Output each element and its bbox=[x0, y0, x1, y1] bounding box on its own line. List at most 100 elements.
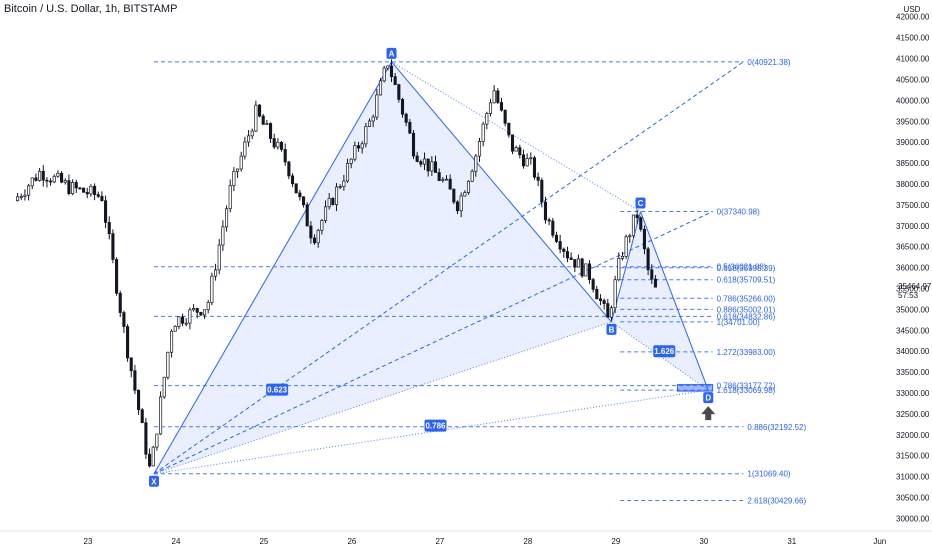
candle-body bbox=[433, 161, 438, 173]
price-tick: 41500.00 bbox=[896, 34, 930, 43]
candle-body bbox=[192, 308, 196, 311]
candle-body bbox=[159, 396, 163, 435]
candle-body bbox=[448, 178, 452, 190]
point-badge-x[interactable] bbox=[148, 475, 159, 487]
fib-label-5: 0.786(35266.00) bbox=[717, 294, 776, 303]
candle-body bbox=[532, 157, 537, 178]
fib-label-11: 1.618(33069.98) bbox=[717, 386, 776, 395]
ratio-badge-1[interactable] bbox=[424, 419, 447, 432]
projection-ray-2 bbox=[153, 211, 713, 475]
point-badge-b[interactable] bbox=[606, 323, 617, 335]
candle-body bbox=[155, 433, 159, 448]
candle-body bbox=[444, 178, 449, 181]
candle-body bbox=[170, 330, 174, 353]
fib-label-10: 0.786(33177.72) bbox=[717, 382, 776, 391]
candle-body bbox=[151, 446, 155, 467]
last-price-label: 35464.97 bbox=[898, 282, 932, 291]
candle-body bbox=[554, 234, 559, 242]
price-tick: 36000.00 bbox=[896, 264, 930, 273]
price-tick: 36500.00 bbox=[896, 243, 930, 252]
candle-body bbox=[609, 307, 614, 318]
candle-body bbox=[430, 161, 434, 172]
arrow-up-icon bbox=[701, 406, 716, 421]
time-axis[interactable]: 23 24 25 26 27 28 29 30 31 Jun bbox=[0, 530, 932, 546]
candle-body bbox=[466, 180, 471, 193]
price-tick: 35000.00 bbox=[896, 305, 930, 314]
candle-body bbox=[415, 155, 419, 162]
candle-body bbox=[221, 226, 225, 246]
candle-body bbox=[126, 326, 130, 359]
price-axis-bg bbox=[893, 0, 932, 550]
fib-label-2: 0.5(36021.08) bbox=[717, 263, 767, 272]
candle-body bbox=[327, 198, 331, 208]
candle-body bbox=[459, 195, 463, 212]
pattern-leg-xa[interactable] bbox=[153, 61, 392, 475]
candle-body bbox=[558, 241, 562, 250]
candle-body bbox=[551, 220, 555, 236]
candle-body bbox=[210, 275, 214, 303]
candle-body bbox=[525, 158, 529, 167]
price-tick: 39500.00 bbox=[896, 117, 930, 126]
pattern-bcd-fill bbox=[611, 211, 709, 391]
candle-body bbox=[639, 217, 643, 230]
candle-body bbox=[650, 269, 654, 280]
candle-body bbox=[122, 312, 126, 327]
candle-body bbox=[587, 263, 592, 280]
fib-label-13: 1(31069.40) bbox=[747, 470, 790, 479]
pattern-leg-ab[interactable] bbox=[391, 61, 612, 323]
ratio-badge-2[interactable] bbox=[653, 345, 676, 358]
candle-body bbox=[199, 311, 203, 316]
candle-body bbox=[422, 158, 427, 165]
candle-body bbox=[598, 298, 603, 301]
harmonic-pattern-layer[interactable] bbox=[153, 61, 744, 475]
candle-body bbox=[45, 179, 49, 182]
candle-body bbox=[85, 191, 89, 195]
point-badge-a[interactable] bbox=[386, 47, 397, 59]
pattern-leg-cd[interactable] bbox=[640, 211, 709, 391]
candle-body bbox=[133, 370, 137, 391]
candle-body bbox=[261, 115, 265, 125]
candle-body bbox=[565, 251, 570, 259]
time-tick-29: 29 bbox=[611, 537, 620, 546]
price-tick: 32500.00 bbox=[896, 410, 930, 419]
candle-body bbox=[411, 132, 416, 157]
candle-body bbox=[279, 141, 284, 150]
candle-body bbox=[107, 222, 111, 235]
price-tick: 31500.00 bbox=[896, 452, 930, 461]
time-tick-24: 24 bbox=[172, 537, 181, 546]
candle-body bbox=[294, 183, 298, 194]
candle-body bbox=[265, 123, 269, 125]
point-badge-d[interactable] bbox=[703, 392, 714, 404]
candle-body bbox=[441, 179, 445, 181]
candle-body bbox=[67, 180, 71, 194]
candle-body bbox=[375, 94, 379, 118]
candle-body bbox=[356, 145, 361, 149]
candle-body bbox=[214, 269, 218, 277]
time-tick-23: 23 bbox=[84, 537, 93, 546]
candle-body bbox=[389, 65, 394, 77]
candle-body bbox=[584, 263, 588, 277]
pattern-diagonal-ac bbox=[391, 61, 641, 212]
price-tick: 30000.00 bbox=[896, 514, 930, 523]
price-tick: 30500.00 bbox=[896, 494, 930, 503]
ratio-label-1: 0.786 bbox=[425, 422, 446, 431]
candle-body bbox=[386, 65, 390, 69]
candle-body bbox=[620, 255, 625, 259]
prz-zone[interactable] bbox=[676, 384, 714, 392]
candle-body bbox=[195, 308, 199, 313]
candle-body bbox=[382, 67, 386, 82]
point-label-a: A bbox=[389, 49, 395, 58]
candle-body bbox=[115, 259, 119, 294]
candle-body bbox=[41, 170, 45, 181]
point-badge-c[interactable] bbox=[635, 197, 646, 209]
pattern-labels-layer[interactable]: X A B C D 0.623 0.786 1.626 bbox=[148, 47, 716, 487]
candle-body bbox=[569, 257, 573, 260]
candle-body bbox=[93, 185, 97, 195]
ratio-badge-0[interactable] bbox=[266, 383, 289, 396]
candle-body bbox=[393, 76, 397, 86]
candle-body bbox=[426, 158, 430, 172]
candle-body bbox=[540, 179, 544, 203]
price-axis[interactable]: USD 30000.00 30500.00 31000.00 31500.00 32000… bbox=[893, 0, 932, 550]
